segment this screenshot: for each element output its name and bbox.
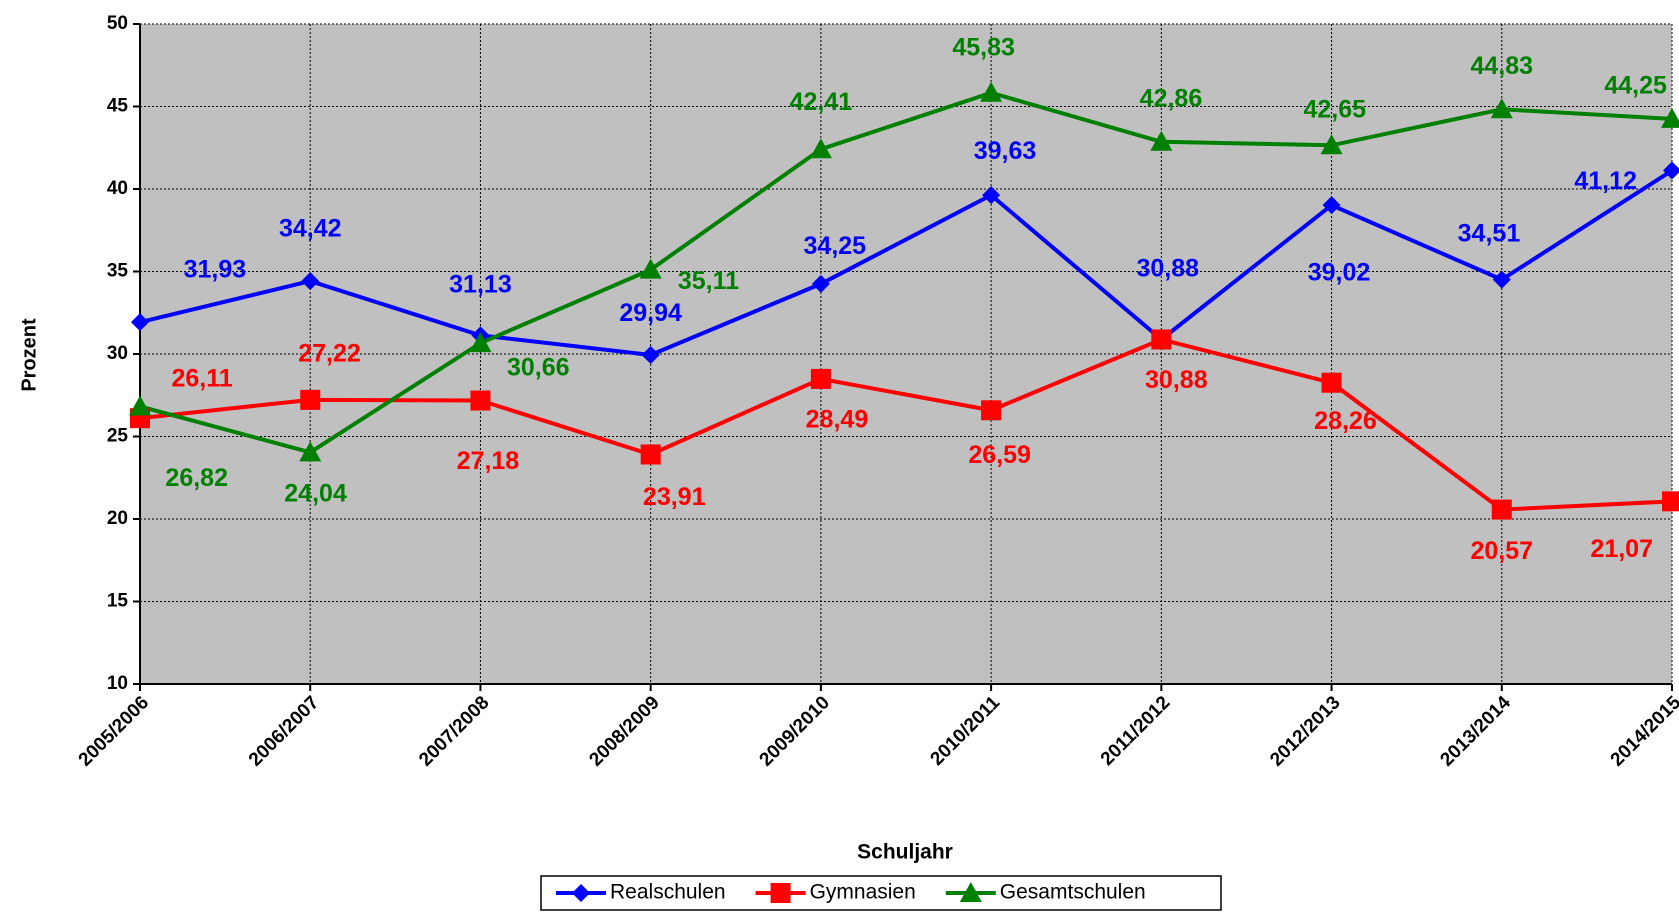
data-label: 20,57 <box>1470 537 1533 565</box>
data-label: 30,88 <box>1136 255 1199 283</box>
data-label: 45,83 <box>952 34 1015 62</box>
marker <box>810 368 831 389</box>
marker <box>470 390 491 411</box>
data-label: 23,91 <box>643 483 706 511</box>
x-tick-label: 2008/2009 <box>585 692 663 770</box>
marker <box>1490 98 1513 119</box>
x-axis-label: Schuljahr <box>857 841 953 864</box>
marker <box>982 186 1001 205</box>
marker <box>1492 270 1511 289</box>
data-label: 34,51 <box>1458 219 1521 247</box>
marker <box>1663 161 1679 180</box>
marker <box>1320 134 1343 155</box>
y-tick-label: 40 <box>107 178 128 199</box>
marker <box>959 882 982 902</box>
x-tick-label: 2010/2011 <box>927 692 1005 770</box>
legend: Realschulen Gymnasien Gesamtschulen <box>540 875 1222 911</box>
y-tick-label: 50 <box>107 13 128 34</box>
legend-label: Gesamtschulen <box>1000 881 1146 904</box>
marker <box>639 258 662 279</box>
x-tick-label: 2006/2007 <box>245 692 323 770</box>
marker <box>131 313 149 332</box>
y-tick-label: 30 <box>107 343 128 364</box>
data-label: 44,83 <box>1470 52 1533 80</box>
data-label: 27,22 <box>298 340 361 368</box>
y-tick-label: 35 <box>107 261 129 282</box>
data-label: 26,11 <box>171 364 232 392</box>
data-label: 41,12 <box>1574 167 1637 195</box>
marker <box>809 138 832 159</box>
legend-box <box>540 875 1222 911</box>
data-label: 28,26 <box>1314 407 1377 435</box>
data-label: 39,63 <box>974 137 1037 165</box>
marker <box>572 884 590 902</box>
data-label: 42,86 <box>1140 85 1203 113</box>
marker <box>129 395 151 416</box>
marker <box>980 81 1003 102</box>
marker <box>1150 130 1173 151</box>
data-label: 27,18 <box>457 447 520 475</box>
marker <box>1661 107 1679 128</box>
x-tick-label: 2013/2014 <box>1436 692 1515 771</box>
marker <box>770 883 791 903</box>
y-tick-label: 45 <box>107 96 129 117</box>
marker <box>301 272 320 291</box>
marker <box>1491 499 1512 520</box>
legend-label: Realschulen <box>610 881 726 904</box>
data-label: 26,82 <box>165 464 228 492</box>
data-label: 28,49 <box>806 405 869 433</box>
data-label: 42,41 <box>790 88 853 116</box>
data-label: 29,94 <box>619 299 682 327</box>
y-axis-label: Prozent <box>18 318 40 392</box>
marker <box>640 444 661 465</box>
marker <box>469 332 492 353</box>
data-label: 42,65 <box>1303 96 1366 124</box>
marker <box>1662 491 1679 512</box>
y-tick-label: 20 <box>107 508 128 529</box>
x-tick-label: 2009/2010 <box>756 692 834 770</box>
data-label: 24,04 <box>284 480 347 508</box>
x-tick-label: 2012/2013 <box>1266 692 1344 770</box>
data-label: 35,11 <box>678 267 739 295</box>
y-tick-label: 25 <box>107 426 129 447</box>
marker <box>300 389 321 410</box>
x-tick-label: 2011/2012 <box>1097 692 1175 770</box>
data-label: 21,07 <box>1590 535 1653 563</box>
series-line <box>139 168 1674 358</box>
y-tick-label: 10 <box>107 673 128 694</box>
marker <box>811 274 830 293</box>
data-label: 30,66 <box>507 353 570 381</box>
data-label: 34,42 <box>279 214 342 242</box>
series-line <box>139 337 1673 512</box>
x-tick-label: 2014/2015 <box>1607 692 1679 771</box>
data-label: 31,13 <box>449 271 512 299</box>
marker <box>981 400 1002 421</box>
data-label: 44,25 <box>1604 71 1667 99</box>
x-tick-label: 2005/2006 <box>75 692 153 770</box>
data-label: 39,02 <box>1308 258 1371 286</box>
legend-label: Gymnasien <box>810 881 916 904</box>
data-label: 30,88 <box>1145 366 1208 394</box>
marker <box>1321 372 1342 393</box>
marker <box>299 441 322 462</box>
data-label: 31,93 <box>184 255 247 283</box>
data-label: 26,59 <box>968 441 1031 469</box>
y-tick-label: 15 <box>107 591 129 612</box>
x-tick-label: 2007/2008 <box>415 692 493 770</box>
marker <box>641 345 660 364</box>
data-label: 34,25 <box>804 232 867 260</box>
marker <box>1151 329 1172 350</box>
series-line <box>139 90 1673 455</box>
marker <box>1322 196 1341 215</box>
